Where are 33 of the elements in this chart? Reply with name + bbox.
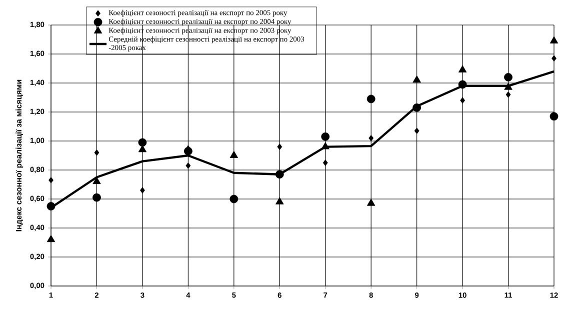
point [458,65,467,72]
point [275,170,284,179]
point [186,162,191,169]
point [458,80,467,89]
point [46,202,56,210]
point [322,160,328,166]
point [414,128,420,134]
point [48,176,54,184]
point [504,82,512,90]
point [184,146,192,156]
point [412,75,421,83]
point [321,142,330,150]
point [367,198,376,206]
point [366,94,376,104]
point [368,134,374,142]
point [552,55,556,62]
point [321,132,330,141]
point [138,138,147,147]
point [94,149,100,156]
point [230,150,238,158]
point [460,97,465,104]
point [550,112,558,121]
point [230,194,238,204]
point [550,36,558,44]
point [506,91,511,98]
point [504,73,512,82]
point [140,187,145,194]
point [46,234,56,242]
point [92,193,101,202]
point [412,103,422,112]
point [138,145,147,152]
point [277,144,282,150]
point [276,197,284,204]
